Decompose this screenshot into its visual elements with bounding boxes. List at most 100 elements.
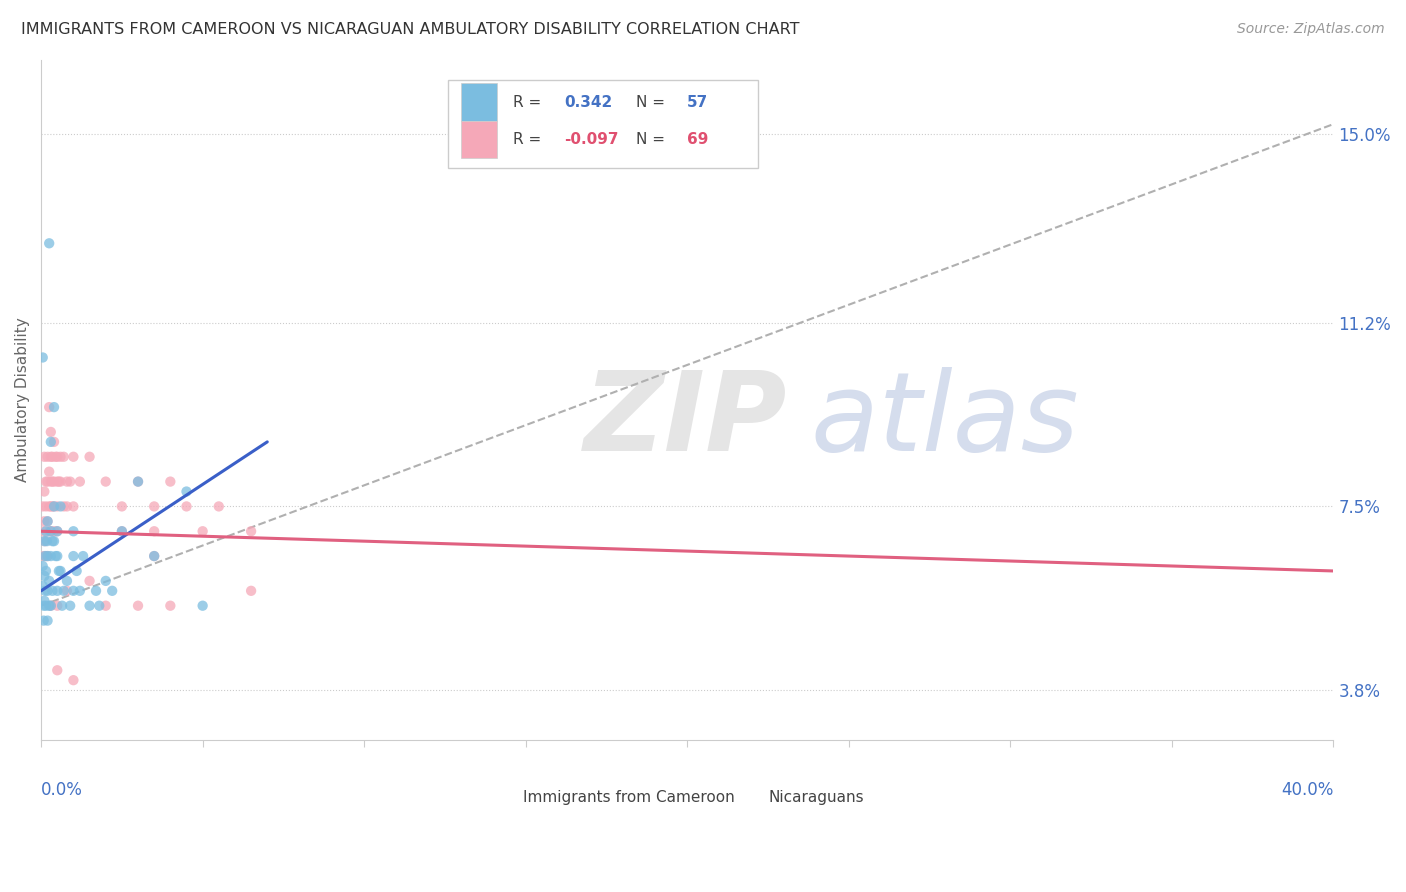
Point [111,524,134,539]
Point [41,475,63,489]
Point [34,593,56,607]
Point [42,524,65,539]
Point [32,549,55,563]
Point [37,450,59,464]
FancyBboxPatch shape [449,80,758,169]
Point [41,500,63,514]
Point [35,524,58,539]
Point [49,500,72,514]
FancyBboxPatch shape [486,784,516,811]
Point [94,599,117,613]
Point [94,574,117,588]
Point [45,549,67,563]
Point [31,559,53,574]
Point [39,500,62,514]
Point [52,500,75,514]
Point [159,475,181,489]
Text: 69: 69 [688,132,709,147]
Point [37,475,59,489]
Text: R =: R = [513,132,546,147]
Text: N =: N = [636,95,669,110]
Point [176,500,198,514]
Point [42,434,65,449]
Text: N =: N = [636,132,669,147]
Point [127,599,149,613]
Point [38,236,60,251]
Point [34,534,56,549]
Point [35,534,58,549]
Point [38,400,60,414]
FancyBboxPatch shape [461,120,498,158]
Point [38,524,60,539]
Point [46,663,69,677]
Point [69,583,91,598]
Point [31,500,53,514]
Point [94,475,117,489]
Point [48,564,70,578]
Point [46,475,69,489]
Text: 0.342: 0.342 [564,95,613,110]
Point [143,549,166,563]
Point [89,599,111,613]
Point [35,599,58,613]
Point [37,583,59,598]
Point [46,524,69,539]
Point [51,599,73,613]
Point [79,599,101,613]
Point [34,549,56,563]
Point [84,583,107,598]
Point [39,425,62,439]
Point [39,475,62,489]
Point [159,599,181,613]
Point [34,569,56,583]
Point [176,484,198,499]
Point [56,500,79,514]
Point [38,599,60,613]
Text: Immigrants from Cameroon: Immigrants from Cameroon [523,790,735,805]
Point [240,583,263,598]
Point [127,475,149,489]
Point [79,574,101,588]
FancyBboxPatch shape [461,84,498,120]
FancyBboxPatch shape [733,784,761,811]
Text: IMMIGRANTS FROM CAMEROON VS NICARAGUAN AMBULATORY DISABILITY CORRELATION CHART: IMMIGRANTS FROM CAMEROON VS NICARAGUAN A… [21,22,800,37]
Point [42,534,65,549]
Point [38,465,60,479]
Text: R =: R = [513,95,546,110]
Point [62,583,84,598]
Point [59,599,82,613]
Point [59,475,82,489]
Point [62,673,84,688]
Point [45,450,67,464]
Point [37,614,59,628]
Point [32,614,55,628]
Point [39,524,62,539]
Point [52,450,75,464]
Point [111,524,134,539]
Point [62,524,84,539]
Point [62,549,84,563]
Point [191,524,214,539]
Point [35,475,58,489]
Point [42,500,65,514]
Point [34,583,56,598]
Point [101,583,124,598]
Point [56,475,79,489]
Text: Source: ZipAtlas.com: Source: ZipAtlas.com [1237,22,1385,37]
Point [31,351,53,365]
Point [35,549,58,563]
Point [191,599,214,613]
Point [42,500,65,514]
Point [52,583,75,598]
Point [34,450,56,464]
Point [79,450,101,464]
Point [143,549,166,563]
Point [41,534,63,549]
Point [46,599,69,613]
Point [34,534,56,549]
Point [240,524,263,539]
Text: atlas: atlas [810,367,1078,474]
Point [49,450,72,464]
Point [46,450,69,464]
Point [41,583,63,598]
